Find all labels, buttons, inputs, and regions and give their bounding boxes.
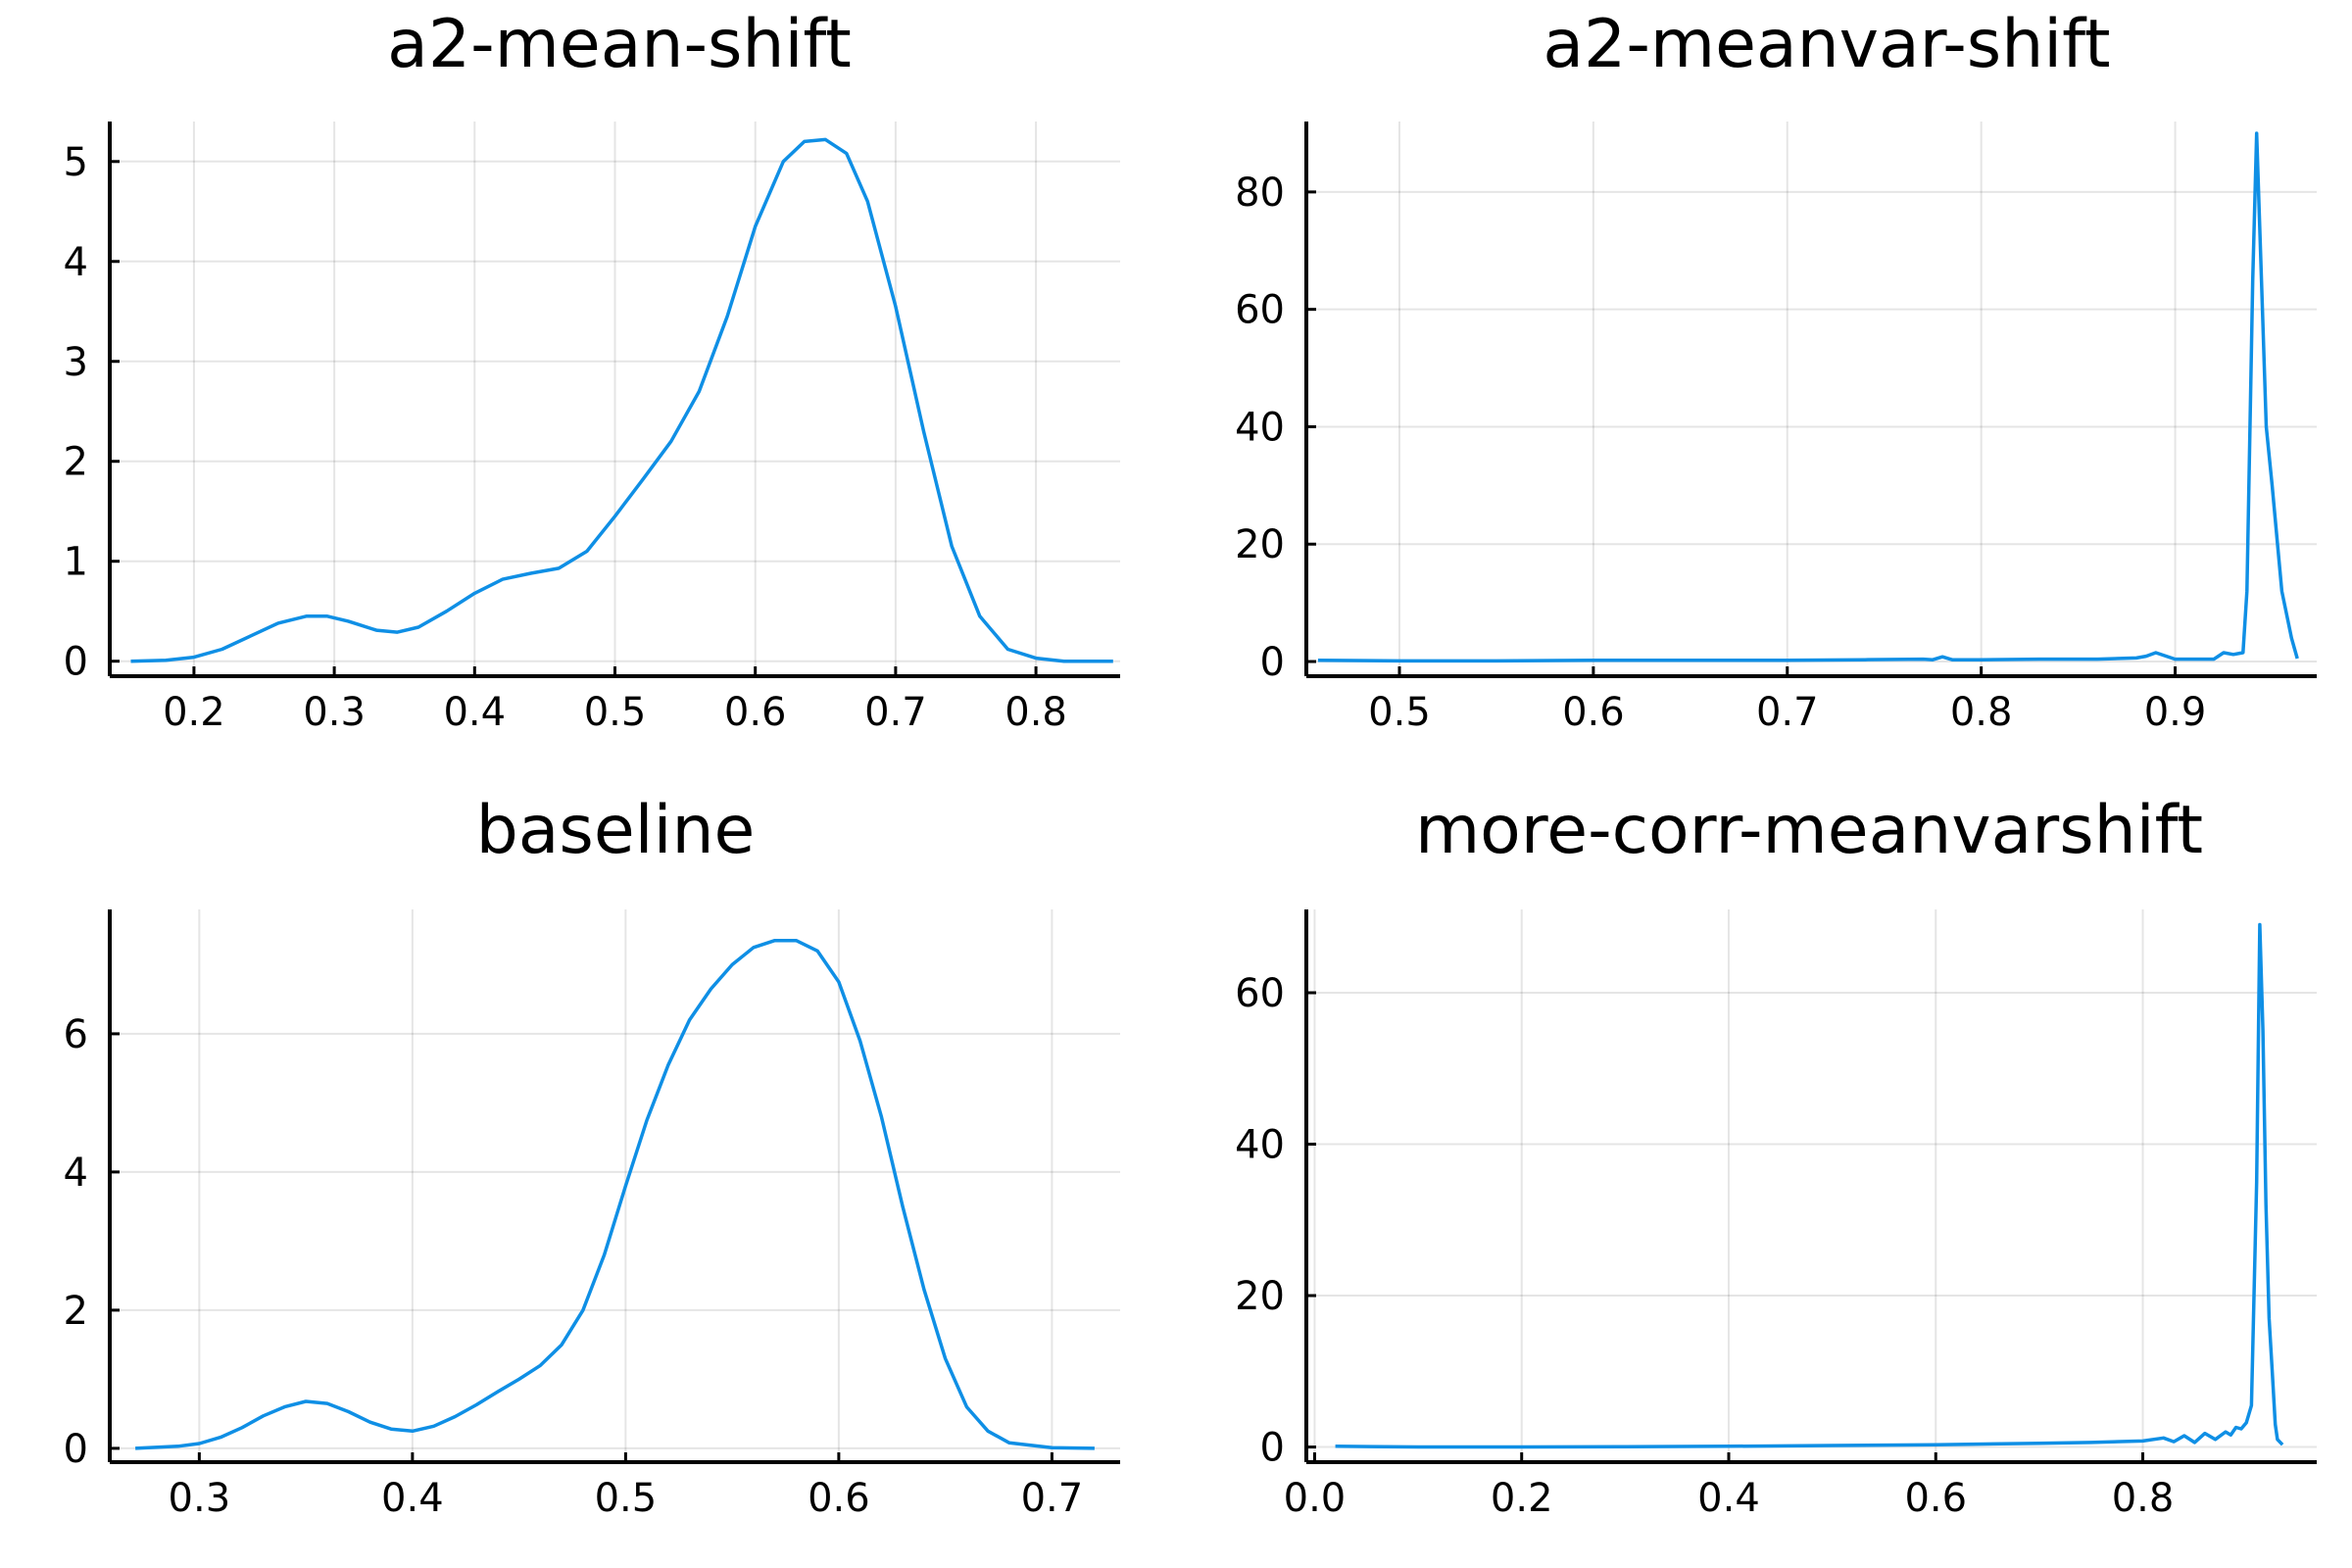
x-tick-label: 0.4 [381, 1476, 444, 1521]
subplot-a2-meanvar-shift: a2-meanvar-shift 0.5 0.6 0.7 0.8 0.9 0 20 40 60 8… [1235, 6, 2317, 735]
y-tick-label: 3 [64, 340, 88, 385]
x-tick-label: 0.5 [595, 1476, 658, 1521]
y-tick-label: 4 [64, 1151, 88, 1196]
y-tick-label: 40 [1235, 405, 1285, 450]
x-tick-label: 0.4 [1697, 1476, 1760, 1521]
series-line [135, 938, 1095, 1450]
x-tick-label: 0.3 [303, 690, 366, 735]
x-tick-label: 0.7 [1756, 690, 1819, 735]
subplot-a2-mean-shift: a2-mean-shift 0.2 0.3 0.4 0.5 0.6 0.7 0.8 0 1 2 3 4… [64, 6, 1120, 735]
x-tick-label: 0.5 [584, 690, 647, 735]
plot-title: a2-mean-shift [387, 6, 852, 83]
plot-title: a2-meanvar-shift [1543, 6, 2110, 83]
y-tick-label: 4 [64, 240, 88, 285]
x-tick-label: 0.3 [169, 1476, 231, 1521]
x-tick-label: 0.9 [2144, 690, 2207, 735]
x-tick-label: 0.6 [1562, 690, 1625, 735]
y-tick-label: 0 [1260, 640, 1285, 685]
x-tick-label: 0.0 [1284, 1476, 1347, 1521]
y-tick-label: 1 [64, 540, 88, 585]
subplot-baseline: baseline 0.3 0.4 0.5 0.6 0.7 0 2 4 6 [64, 792, 1120, 1521]
y-tick-label: 2 [64, 1289, 88, 1334]
y-tick-label: 60 [1235, 288, 1285, 333]
y-tick-label: 0 [1260, 1426, 1285, 1471]
y-tick-label: 60 [1235, 971, 1285, 1016]
x-tick-label: 0.8 [1950, 690, 2013, 735]
x-tick-label: 0.5 [1368, 690, 1431, 735]
series-line [1335, 922, 2284, 1449]
y-tick-label: 0 [64, 1427, 88, 1472]
x-tick-label: 0.2 [163, 690, 225, 735]
series-line [130, 137, 1113, 663]
x-tick-label: 0.7 [864, 690, 927, 735]
y-tick-label: 6 [64, 1012, 88, 1057]
x-tick-label: 0.4 [443, 690, 506, 735]
y-tick-label: 5 [64, 140, 88, 185]
series-line [1317, 131, 2299, 663]
x-tick-label: 0.8 [1004, 690, 1067, 735]
x-tick-label: 0.6 [808, 1476, 870, 1521]
y-tick-label: 80 [1235, 171, 1285, 216]
plot-title: more-corr-meanvarshift [1415, 792, 2203, 869]
y-tick-label: 20 [1235, 522, 1285, 567]
x-tick-label: 0.2 [1491, 1476, 1553, 1521]
x-tick-label: 0.6 [724, 690, 787, 735]
x-tick-label: 0.8 [2112, 1476, 2175, 1521]
x-tick-label: 0.6 [1904, 1476, 1967, 1521]
y-tick-label: 20 [1235, 1274, 1285, 1319]
y-tick-label: 0 [64, 640, 88, 685]
x-tick-label: 0.7 [1021, 1476, 1084, 1521]
plot-title: baseline [476, 792, 756, 869]
y-tick-label: 2 [64, 440, 88, 485]
y-tick-label: 40 [1235, 1123, 1285, 1168]
subplot-more-corr-meanvarshift: more-corr-meanvarshift 0.0 0.2 0.4 0.6 0.8 0 2… [1235, 792, 2317, 1521]
